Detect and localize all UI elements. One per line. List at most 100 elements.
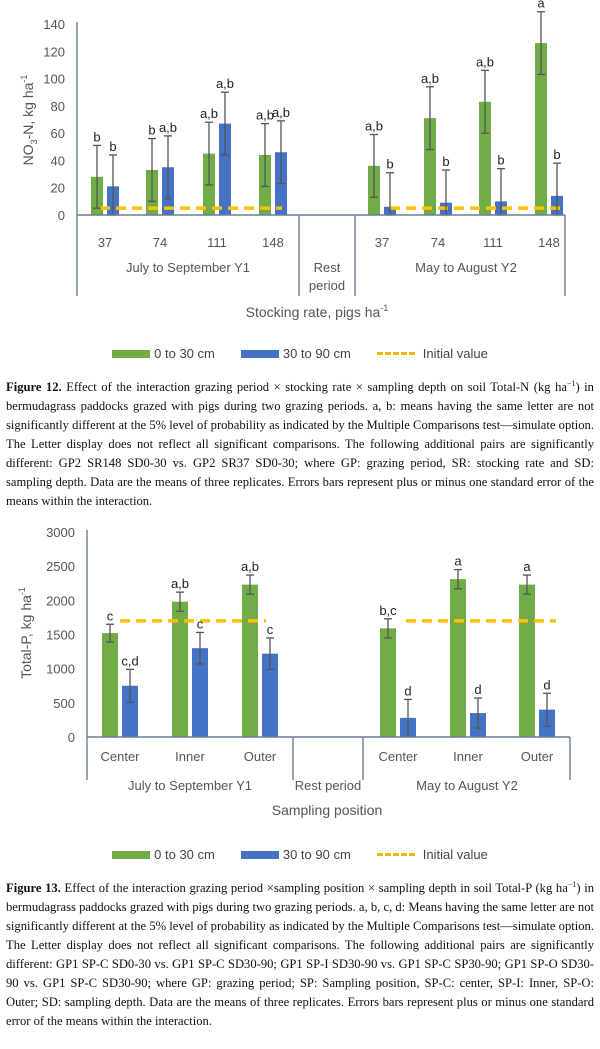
legend-label: Initial value (422, 346, 488, 361)
significance-letter: d (543, 677, 550, 692)
y-tick-label: 1500 (46, 628, 75, 643)
significance-letter: a,b (216, 76, 234, 91)
x-tick-label: Inner (453, 749, 483, 764)
significance-letter: a,b (171, 576, 189, 591)
significance-letter: a,b (200, 106, 218, 121)
significance-letter: b (148, 123, 155, 138)
legend-item-0-30: 0 to 30 cm (112, 346, 215, 361)
bar-shallow (424, 118, 436, 215)
caption-sup: −1 (566, 379, 576, 388)
x-tick-label: Center (378, 749, 418, 764)
bar-shallow (242, 584, 258, 737)
figure-13-caption: Figure 13. Effect of the interaction gra… (6, 875, 594, 1031)
axes (76, 22, 566, 296)
caption-text: Effect of the interaction grazing period… (60, 881, 568, 896)
y-tick-label: 60 (51, 126, 65, 141)
significance-letter: c (267, 622, 274, 637)
y-tick-label: 1000 (46, 662, 75, 677)
significance-letter: b (109, 139, 116, 154)
x-axis-label: Sampling position (272, 802, 383, 818)
y-tick-label: 0 (68, 730, 75, 745)
group-label-y2: May to August Y2 (415, 260, 517, 275)
y-tick-label: 20 (51, 181, 65, 196)
bar-shallow (535, 43, 547, 215)
x-tick-label: Outer (521, 749, 554, 764)
caption-text-rest: ) in bermudagrass paddocks grazed with p… (6, 881, 594, 1029)
axes (86, 530, 571, 780)
group-label-y1: July to September Y1 (126, 260, 250, 275)
dashed-line-icon (376, 853, 415, 856)
x-tick-label: 148 (538, 235, 560, 250)
significance-letter: b (442, 154, 449, 169)
significance-letter: c (107, 608, 114, 623)
x-tick-label: Center (100, 749, 140, 764)
legend-label: Initial value (422, 847, 488, 862)
figure-12-caption: Figure 12. Effect of the interaction gra… (6, 374, 594, 511)
caption-label: Figure 13. (6, 881, 61, 896)
legend-label: 30 to 90 cm (282, 346, 351, 361)
caption-text: Effect of the interaction grazing period… (61, 380, 567, 395)
y-tick-label: 2500 (46, 559, 75, 574)
significance-letter: b,c (379, 603, 397, 618)
error-bars (93, 11, 561, 216)
y-tick-label: 500 (53, 696, 75, 711)
legend-label: 0 to 30 cm (154, 346, 215, 361)
legend-chart2: 0 to 30 cm 30 to 90 cm Initial value (0, 847, 600, 862)
y-tick-label: 120 (43, 44, 65, 59)
y-tick-labels: 0 500 1000 1500 2000 2500 3000 (46, 525, 75, 745)
significance-letter: a (537, 0, 545, 11)
group-label-y2: May to August Y2 (416, 778, 518, 793)
bar-deep (192, 648, 208, 737)
green-swatch-icon (112, 349, 151, 358)
x-tick-label: 37 (375, 235, 389, 250)
group-label-y1: July to September Y1 (128, 778, 252, 793)
legend-item-0-30: 0 to 30 cm (112, 847, 215, 862)
legend-item-30-90: 30 to 90 cm (240, 346, 351, 361)
caption-label: Figure 12. (6, 380, 62, 395)
bar-shallow (380, 628, 396, 737)
green-swatch-icon (112, 850, 151, 859)
x-tick-label: 37 (98, 235, 112, 250)
significance-letter: b (93, 129, 100, 144)
bar-shallow (450, 579, 466, 737)
dashed-line-icon (376, 352, 415, 355)
bar-deep (219, 123, 231, 215)
significance-letter: a,b (241, 559, 259, 574)
blue-swatch-icon (240, 850, 279, 859)
y-tick-labels: 0 20 40 60 80 100 120 140 (43, 17, 65, 223)
chart-total-p: 0 500 1000 1500 2000 2500 3000 Total-P, kg ha-… (17, 525, 571, 818)
x-tick-labels: Center Inner Outer Center Inner Outer (100, 749, 553, 764)
legend-label: 0 to 30 cm (154, 847, 215, 862)
y-tick-label: 140 (43, 17, 65, 32)
bar-deep (122, 685, 138, 737)
significance-letter: b (497, 153, 504, 168)
bars (102, 579, 555, 737)
y-tick-label: 0 (58, 208, 65, 223)
x-tick-label: 74 (153, 235, 167, 250)
y-tick-label: 3000 (46, 525, 75, 540)
significance-letter: a,b (159, 120, 177, 135)
group-label-rest-line1: Rest (314, 260, 341, 275)
legend-label: 30 to 90 cm (282, 847, 351, 862)
x-tick-label: 148 (262, 235, 284, 250)
bar-shallow (479, 101, 491, 215)
y-tick-label: 2000 (46, 593, 75, 608)
significance-letter: a,b (421, 71, 439, 86)
legend-item-initial: Initial value (376, 847, 488, 862)
x-tick-labels: 37 74 111 148 37 74 111 148 (98, 235, 560, 250)
bar-shallow (102, 633, 118, 737)
x-axis-label: Stocking rate, pigs ha-1 (246, 303, 389, 320)
significance-letter: b (553, 147, 560, 162)
legend-item-initial: Initial value (376, 346, 488, 361)
blue-swatch-icon (240, 349, 279, 358)
bar-shallow (172, 601, 188, 737)
y-tick-label: 80 (51, 99, 65, 114)
x-tick-label: 111 (483, 235, 503, 250)
y-axis-label: Total-P, kg ha-1 (17, 587, 34, 679)
x-tick-label: Inner (175, 749, 205, 764)
significance-letter: b (386, 157, 393, 172)
y-tick-label: 40 (51, 153, 65, 168)
significance-letter: c,d (121, 653, 138, 668)
x-tick-label: 111 (207, 235, 227, 250)
